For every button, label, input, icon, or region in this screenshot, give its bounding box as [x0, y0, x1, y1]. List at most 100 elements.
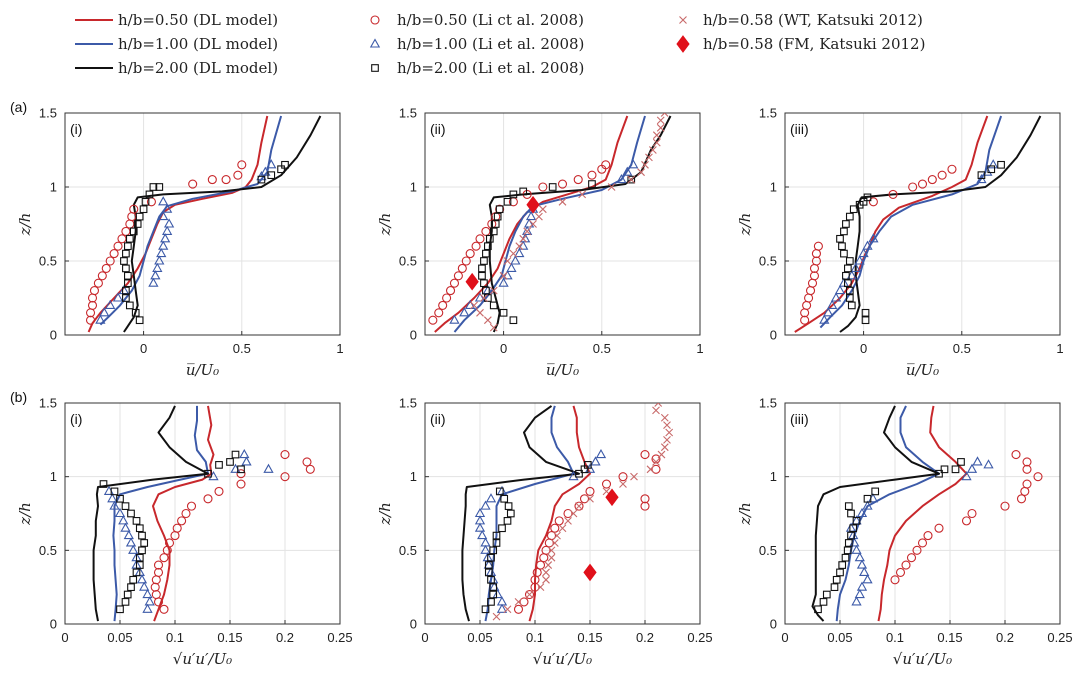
data-point-triangle	[125, 537, 137, 547]
legend: h/b=0.50 (DL model) h/b=1.00 (DL model) h/…	[75, 11, 925, 77]
data-point-x	[489, 286, 498, 295]
data-point-circle	[557, 179, 568, 189]
data-point-square	[124, 271, 132, 280]
data-point-triangle	[107, 493, 118, 503]
y-tick-label: 0	[50, 328, 57, 343]
data-point-triangle	[120, 522, 131, 532]
data-point-x	[652, 131, 661, 140]
data-point-triangle	[465, 299, 476, 309]
data-point-square	[140, 539, 149, 547]
data-point-square	[123, 590, 132, 599]
data-point-x	[489, 323, 498, 332]
data-point-circle	[481, 226, 491, 236]
data-point-square	[110, 487, 119, 496]
data-point-circle	[535, 560, 546, 570]
data-point-square	[492, 531, 501, 540]
data-point-circle	[280, 450, 290, 460]
x-axis-label: u̅/U₀	[186, 361, 219, 379]
data-point-square	[935, 469, 943, 478]
data-point-square	[583, 461, 592, 469]
data-point-x	[663, 421, 671, 429]
data-point-circle	[651, 464, 661, 474]
data-point-square	[281, 160, 289, 169]
data-point-x	[652, 138, 661, 147]
data-point-circle	[1033, 472, 1043, 482]
x-axis-label: √u′u′/U₀	[533, 650, 592, 668]
data-point-circle	[129, 204, 139, 214]
x-tick-label: 0	[500, 341, 507, 356]
data-point-triangle	[514, 247, 525, 258]
axes-frame	[424, 112, 701, 336]
x-tick-label: 0	[421, 630, 428, 645]
data-point-circle	[554, 516, 564, 526]
y-axis-label: z/h	[736, 502, 754, 526]
data-point-triangle	[838, 277, 850, 287]
data-point-square	[482, 286, 490, 295]
data-point-x	[547, 553, 556, 562]
data-point-square	[997, 160, 1005, 169]
data-point-circle	[85, 315, 96, 325]
x-tick-label: 1	[336, 341, 343, 356]
x-tick-label: 0.25	[1047, 630, 1072, 645]
data-point-x	[470, 301, 478, 310]
data-point-circle	[207, 175, 217, 185]
data-point-square	[482, 249, 490, 258]
data-point-square	[267, 171, 276, 180]
data-point-triangle	[474, 292, 486, 302]
data-point-x	[536, 583, 545, 592]
data-point-circle	[805, 286, 816, 296]
data-point-square	[149, 183, 158, 191]
data-point-square	[487, 575, 495, 584]
x-tick-label: 0.05	[467, 630, 492, 645]
data-point-square	[116, 494, 124, 503]
data-point-diamond	[465, 272, 479, 291]
data-point-circle	[105, 256, 115, 266]
legend-item: h/b=2.00 (Li et al. 2008)	[371, 59, 584, 77]
y-axis-label: z/h	[16, 213, 34, 237]
panels: 0 0.5 1 0 0.5 1 1.5 u̅/U₀ z/h (i) 0 0.5 1 0 0.5 1 1.5 u̅/…	[16, 106, 1073, 669]
data-point-circle	[125, 219, 135, 229]
data-point-square	[852, 517, 861, 525]
data-point-triangle	[263, 463, 274, 473]
data-point-circle	[236, 469, 246, 479]
data-point-square	[836, 568, 844, 577]
data-point-circle	[214, 486, 224, 496]
data-point-x	[535, 212, 543, 221]
data-point-triangle	[966, 463, 978, 473]
data-point-square	[822, 590, 831, 599]
plot-area	[794, 115, 1042, 333]
data-point-circle	[1022, 457, 1032, 467]
data-point-circle	[87, 293, 98, 303]
data-point-triangle	[854, 552, 865, 562]
data-point-x	[503, 605, 512, 614]
data-point-circle	[809, 271, 820, 281]
data-point-square	[840, 249, 848, 258]
data-point-square	[120, 257, 128, 265]
data-point-square	[485, 234, 494, 243]
data-point-circle	[901, 560, 911, 570]
data-point-square	[138, 531, 146, 540]
data-point-circle	[109, 249, 119, 259]
data-point-square	[138, 546, 146, 555]
legend-item: h/b=0.58 (FM, Katsuki 2012)	[676, 35, 925, 53]
legend-label: h/b=1.00 (DL model)	[118, 35, 278, 53]
y-tick-label: 0.5	[759, 543, 777, 558]
legend-circle-marker	[370, 15, 380, 25]
data-point-triangle	[856, 507, 868, 518]
y-tick-label: 1	[410, 469, 417, 484]
data-point-triangle	[241, 456, 252, 466]
data-point-circle	[868, 197, 878, 207]
data-point-triangle	[154, 255, 165, 265]
data-point-circle	[937, 170, 947, 180]
legend-label: h/b=1.00 (Li et al. 2008)	[397, 35, 584, 53]
data-point-square	[498, 524, 506, 533]
data-point-x	[515, 242, 524, 251]
data-point-x	[646, 465, 655, 474]
data-point-circle	[927, 175, 937, 185]
subplot-label: (i)	[70, 121, 82, 137]
data-point-circle	[457, 263, 467, 273]
data-point-circle	[1016, 494, 1027, 504]
data-point-x	[656, 123, 665, 132]
data-point-triangle	[158, 210, 169, 221]
axes-frame	[64, 402, 341, 625]
